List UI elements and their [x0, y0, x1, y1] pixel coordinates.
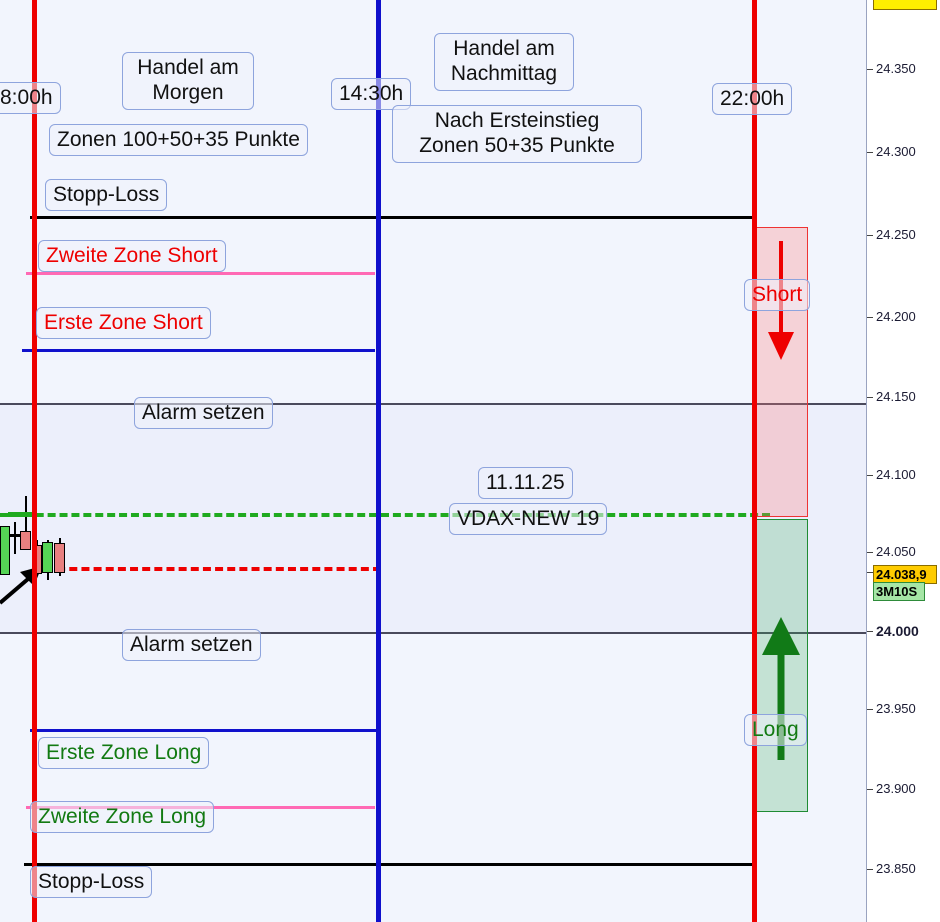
- axis-tick-label: 24.050: [876, 544, 916, 559]
- level-line-first-zone-short: [22, 349, 375, 352]
- label-second-zone-short[interactable]: Zweite Zone Short: [38, 240, 226, 273]
- level-line-stop-loss-long: [24, 863, 756, 866]
- current-price-badge: 24.038,9: [873, 565, 937, 584]
- label-time-mid[interactable]: 14:30h: [331, 78, 412, 111]
- session-line-open-0800[interactable]: [32, 0, 37, 922]
- label-first-zone-short[interactable]: Erste Zone Short: [36, 307, 211, 340]
- axis-top-badge-clipped: [873, 0, 937, 10]
- label-instrument[interactable]: VDAX-NEW 19: [449, 503, 608, 536]
- axis-tick-mark: [867, 631, 873, 632]
- label-afternoon-zones[interactable]: Nach Ersteinstieg Zonen 50+35 Punkte: [392, 105, 642, 163]
- label-morning-zones[interactable]: Zonen 100+50+35 Punkte: [49, 124, 308, 157]
- axis-tick-label: 23.950: [876, 701, 916, 716]
- axis-tick-label: 24.300: [876, 144, 916, 159]
- label-afternoon-line4: Zonen 50+35 Punkte: [419, 133, 615, 157]
- chart-plot-area[interactable]: 8:00h Handel am Morgen Zonen 100+50+35 P…: [0, 0, 866, 922]
- axis-tick-label: 23.900: [876, 781, 916, 796]
- price-axis-panel[interactable]: 24.350 24.300 24.250 24.200 24.150 24.10…: [866, 0, 940, 922]
- label-time-open[interactable]: 8:00h: [0, 82, 61, 115]
- label-first-zone-long[interactable]: Erste Zone Long: [38, 737, 210, 770]
- level-line-alarm-lower: [0, 632, 866, 634]
- label-afternoon-line2: Nachmittag: [450, 61, 558, 85]
- axis-tick-label: 24.200: [876, 309, 916, 324]
- candle-body: [42, 542, 53, 573]
- axis-tick-mark: [867, 572, 873, 573]
- axis-tick-mark: [867, 69, 873, 70]
- axis-tick-mark: [867, 709, 873, 710]
- axis-tick-mark: [867, 789, 873, 790]
- axis-tick-mark: [867, 475, 873, 476]
- level-line-first-zone-long: [30, 729, 380, 732]
- axis-tick-mark: [867, 869, 873, 870]
- zone-long-box[interactable]: [755, 519, 808, 812]
- level-line-stop-loss-short: [30, 216, 756, 219]
- label-afternoon-session[interactable]: Handel am Nachmittag: [434, 33, 574, 91]
- axis-tick-mark: [867, 152, 873, 153]
- axis-tick-label: 24.250: [876, 227, 916, 242]
- label-time-close[interactable]: 22:00h: [712, 83, 793, 116]
- label-morning-line1: Handel am: [137, 56, 239, 79]
- candle-body: [10, 534, 20, 537]
- axis-tick-label: 23.850: [876, 861, 916, 876]
- label-stop-loss-long[interactable]: Stopp-Loss: [30, 866, 153, 899]
- label-afternoon-line3: Nach Ersteinstieg: [434, 109, 600, 132]
- label-chart-date[interactable]: 11.11.25: [478, 467, 573, 500]
- axis-tick-mark: [867, 317, 873, 318]
- label-morning-line2: Morgen: [152, 80, 224, 104]
- candle-wick: [14, 522, 16, 554]
- axis-tick-mark: [867, 552, 873, 553]
- candle-wick: [25, 496, 27, 541]
- level-line-alarm-upper: [0, 403, 866, 405]
- axis-tick-label: 24.000: [876, 623, 919, 639]
- axis-tick-label: 24.100: [876, 467, 916, 482]
- label-stop-loss-short[interactable]: Stopp-Loss: [45, 179, 168, 212]
- axis-tick-label: 24.350: [876, 61, 916, 76]
- axis-tick-mark: [867, 397, 873, 398]
- prior-close-marker: [8, 512, 34, 517]
- candle-body: [0, 526, 10, 575]
- session-line-close-2200[interactable]: [752, 0, 757, 922]
- label-zone-long-tag[interactable]: Long: [744, 714, 807, 747]
- session-line-mid-1430[interactable]: [376, 0, 381, 922]
- label-second-zone-long[interactable]: Zweite Zone Long: [30, 801, 215, 834]
- zone-short-box[interactable]: [755, 227, 808, 517]
- label-alarm-lower[interactable]: Alarm setzen: [122, 629, 261, 662]
- candle-body: [54, 543, 65, 573]
- entry-line-green-dashed: [0, 513, 770, 517]
- interval-badge: 3M10S: [873, 582, 925, 601]
- level-line-second-zone-short: [26, 272, 375, 275]
- label-morning-session[interactable]: Handel am Morgen: [122, 52, 254, 110]
- label-afternoon-line1: Handel am: [453, 37, 555, 60]
- label-alarm-upper[interactable]: Alarm setzen: [134, 397, 273, 430]
- label-zone-short-tag[interactable]: Short: [744, 279, 811, 312]
- entry-line-red-dashed: [45, 567, 381, 571]
- candle-body: [20, 531, 31, 550]
- axis-tick-label: 24.150: [876, 389, 916, 404]
- axis-tick-mark: [867, 235, 873, 236]
